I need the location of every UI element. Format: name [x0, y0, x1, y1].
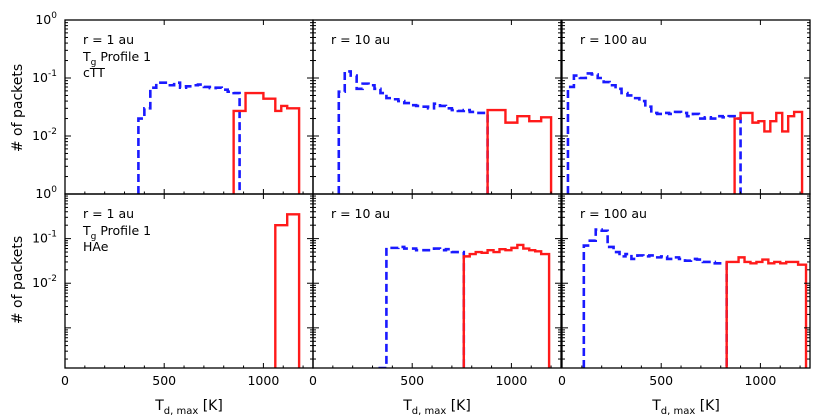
panel-frame — [312, 193, 562, 369]
radius-label: r = 10 au — [331, 206, 390, 221]
radius-label: r = 100 au — [580, 206, 647, 221]
blue-dashed-series — [582, 228, 728, 368]
panel-r0-c2: r = 100 au — [561, 19, 811, 195]
x-tick-label: 0 — [61, 373, 69, 388]
panel-r1-c1: 0 500 1000 Td, max [K] r = 10 au — [309, 193, 562, 415]
radius-label: r = 1 au — [83, 32, 134, 47]
temperature-profile-label: Tg Profile 1 — [82, 223, 151, 242]
star-type-label: HAe — [83, 239, 109, 254]
radius-label: r = 10 au — [331, 32, 390, 47]
radius-label: r = 1 au — [83, 206, 134, 221]
y-axis-label-bottom: # of packets — [10, 236, 26, 324]
radius-label: r = 100 au — [580, 32, 647, 47]
x-tick-label: 0 — [309, 373, 317, 388]
y-tick-label: 10-1 — [32, 230, 57, 246]
blue-dashed-series — [137, 81, 241, 194]
blue-dashed-series — [337, 70, 489, 194]
temperature-profile-label: Tg Profile 1 — [82, 49, 151, 68]
x-tick-label: 1000 — [495, 373, 527, 388]
red-solid-series — [232, 91, 301, 194]
y-tick-label: 10-2 — [32, 127, 57, 143]
red-solid-series — [274, 213, 301, 368]
y-tick-label: 10-1 — [32, 69, 57, 85]
red-solid-series — [462, 243, 551, 368]
red-solid-series — [725, 256, 808, 368]
blue-dashed-series — [566, 72, 742, 194]
x-axis-label: Td, max [K] — [154, 398, 223, 415]
x-tick-label: 1000 — [247, 373, 279, 388]
panel-r1-c2: 0 500 1000 Td, max [K] r = 100 au — [558, 193, 811, 415]
x-tick-label: 0 — [558, 373, 566, 388]
x-tick-label: 500 — [400, 373, 424, 388]
x-tick-label: 500 — [649, 373, 673, 388]
red-solid-series — [486, 108, 553, 194]
y-tick-label: 100 — [35, 185, 57, 201]
x-tick-label: 500 — [152, 373, 176, 388]
y-tick-label: 10-2 — [32, 274, 57, 290]
x-axis-label: Td, max [K] — [402, 398, 471, 415]
x-axis-label: Td, max [K] — [651, 398, 720, 415]
y-axis-label-top: # of packets — [10, 64, 26, 152]
panel-r0-c1: r = 10 au — [312, 19, 562, 195]
blue-dashed-series — [378, 245, 466, 368]
y-tick-label: 100 — [35, 11, 57, 27]
star-type-label: cTT — [83, 65, 105, 80]
x-tick-label: 1000 — [744, 373, 776, 388]
panel-frame — [561, 193, 811, 369]
red-solid-series — [733, 110, 804, 194]
